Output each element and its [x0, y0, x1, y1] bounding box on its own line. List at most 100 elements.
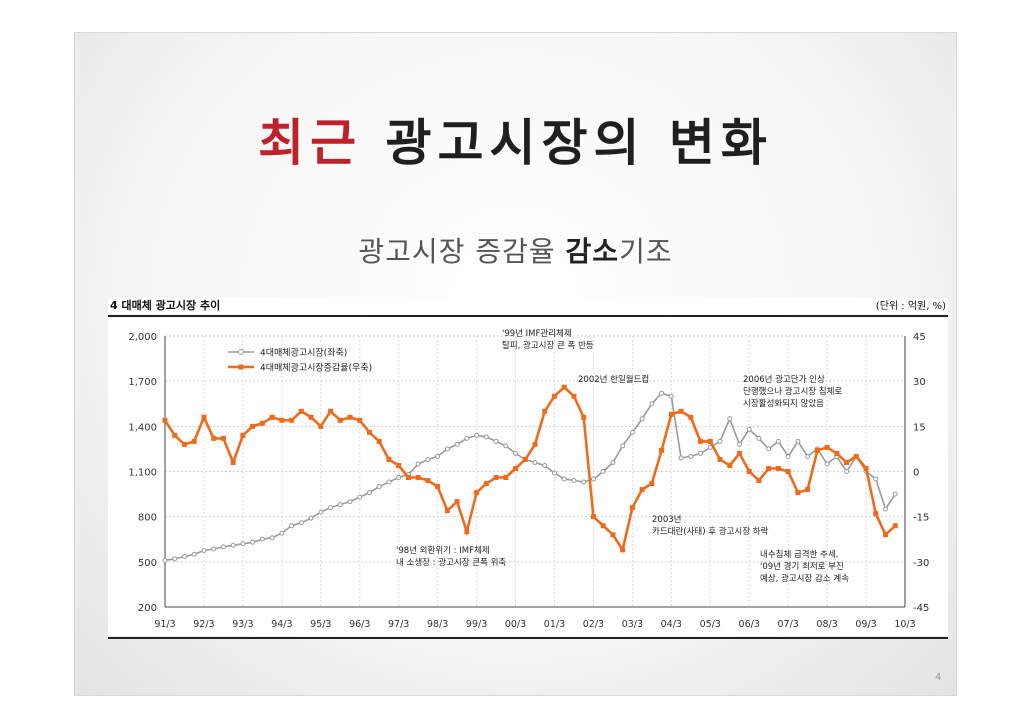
data-point — [474, 490, 480, 496]
data-point — [707, 438, 713, 444]
data-point — [688, 414, 694, 420]
data-point — [444, 508, 450, 514]
annotation: 2006년 광고단가 인상 단행했으나 광고시장 침체로 시장활성화되지 않았음 — [743, 374, 842, 409]
data-point — [347, 414, 353, 420]
data-point — [162, 557, 168, 563]
data-point — [289, 417, 295, 423]
x-tick-label: 98/3 — [427, 619, 448, 630]
annotation-line: 2003년 — [652, 514, 681, 525]
data-point — [220, 435, 226, 441]
data-point — [269, 414, 275, 420]
y-left-tick-label: 200 — [138, 603, 157, 614]
data-point — [211, 435, 217, 441]
data-point — [415, 475, 421, 481]
data-point — [318, 423, 324, 429]
data-point — [250, 539, 256, 545]
x-tick-label: 07/3 — [777, 619, 798, 630]
page-number: 4 — [935, 672, 942, 683]
data-point — [318, 509, 324, 515]
x-tick-label: 10/3 — [894, 619, 915, 630]
data-point — [746, 426, 752, 432]
data-point — [181, 554, 187, 560]
legend-swatch-marker — [238, 349, 244, 355]
data-point — [736, 441, 742, 447]
data-point — [561, 476, 567, 482]
data-point — [464, 435, 470, 441]
data-point — [289, 523, 295, 529]
data-point — [620, 547, 626, 553]
data-point — [425, 478, 431, 484]
subtitle-strong: 감소 — [565, 235, 620, 268]
x-tick-label: 04/3 — [661, 619, 682, 630]
data-point — [201, 548, 207, 554]
data-point — [746, 469, 752, 474]
annotation: '99년 IMF관리체제 탈피, 광고시장 큰 폭 반등 — [502, 328, 594, 351]
x-tick-label: 96/3 — [349, 619, 370, 630]
data-point — [337, 417, 343, 423]
data-point — [493, 475, 499, 481]
data-point — [639, 487, 645, 493]
data-point — [435, 484, 441, 490]
data-point — [883, 532, 889, 538]
data-point — [464, 529, 470, 535]
series-2 — [162, 384, 898, 554]
data-point — [736, 450, 742, 456]
data-point — [298, 520, 304, 526]
data-point — [892, 523, 898, 529]
data-point — [513, 465, 519, 471]
data-point — [620, 443, 626, 449]
data-point — [571, 478, 577, 484]
data-point — [795, 490, 801, 496]
x-tick-label: 08/3 — [816, 619, 837, 630]
data-point — [181, 441, 187, 447]
data-point — [844, 469, 850, 474]
y-right-tick-label: 30 — [913, 377, 926, 388]
chart-body-bg — [108, 318, 948, 636]
y-left-tick-label: 800 — [138, 513, 157, 524]
data-point — [337, 502, 343, 508]
data-point — [230, 459, 236, 465]
annotation: '98년 외환위기 : IMF체제 내 소생장 : 광고시장 큰폭 위축 — [396, 545, 506, 568]
data-point — [240, 432, 246, 438]
data-point — [191, 438, 197, 444]
data-point — [279, 530, 285, 536]
x-tick-label: 97/3 — [388, 619, 409, 630]
data-point — [366, 429, 372, 435]
data-point — [230, 542, 236, 548]
title-accent: 최근 — [258, 113, 363, 172]
data-point — [561, 384, 567, 390]
annotation: 내수침체 급격한 추세, '09년 경기 최저로 부진 예상, 광고시장 감소 계속 — [760, 549, 849, 584]
x-tick-label: 05/3 — [700, 619, 721, 630]
data-point — [220, 544, 226, 550]
data-point — [649, 401, 655, 407]
data-point — [678, 408, 684, 414]
x-tick-label: 01/3 — [544, 619, 565, 630]
data-point — [551, 393, 557, 399]
data-point — [795, 438, 801, 444]
data-point — [240, 541, 246, 547]
data-point — [308, 515, 314, 521]
data-point — [532, 459, 538, 465]
data-point — [279, 417, 285, 423]
data-point — [756, 478, 762, 484]
legend: 4대매체광고시장(좌축) 4대매체광고시장증감율(우축) — [228, 347, 372, 374]
data-point — [376, 438, 382, 444]
data-point — [766, 465, 772, 471]
data-point — [328, 408, 334, 414]
data-point — [610, 532, 616, 538]
data-point — [600, 523, 606, 529]
data-point — [308, 414, 314, 420]
data-point — [581, 414, 587, 420]
data-point — [717, 438, 723, 444]
data-point — [522, 456, 528, 462]
annotation-line: '09년 경기 최저로 부진 — [760, 561, 844, 572]
x-tick-label: 91/3 — [154, 619, 175, 630]
legend-entry: 4대매체광고시장증감율(우축) — [260, 362, 372, 374]
data-point — [600, 469, 606, 474]
data-point — [503, 475, 509, 481]
legend-entry: 4대매체광고시장(좌축) — [260, 347, 347, 359]
data-point — [542, 462, 548, 468]
data-point — [162, 417, 168, 423]
data-point — [629, 429, 635, 435]
